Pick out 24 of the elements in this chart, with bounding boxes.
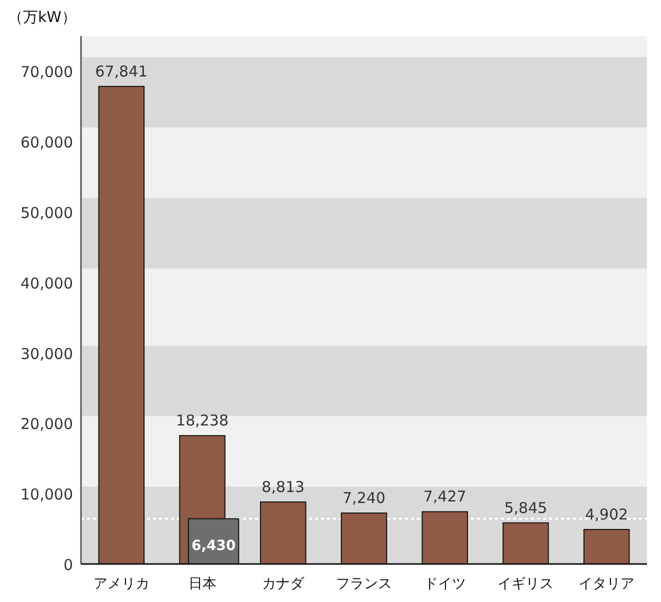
x-tick-label: カナダ [262,576,306,592]
data-label: 18,238 [176,412,229,430]
y-tick-label: 10,000 [20,486,73,504]
y-tick-label: 50,000 [20,204,73,222]
data-label: 6,430 [191,538,236,554]
x-tick-label: イギリス [498,576,554,592]
data-label: 5,845 [504,498,548,517]
y-tick-label: 40,000 [20,274,73,292]
y-tick-label: 60,000 [20,134,73,152]
y-tick-label: 30,000 [20,344,73,363]
x-tick-label: 日本 [188,576,216,592]
y-tick-label: 0 [63,556,73,574]
x-tick-label: ドイツ [424,576,466,592]
data-label: 7,240 [342,489,386,508]
data-label: 67,841 [95,62,148,80]
data-label: 4,902 [585,505,628,524]
x-tick-label: イタリア [578,576,635,592]
y-axis-title: （万kW） [8,8,77,26]
y-tick-label: 70,000 [20,63,73,82]
x-tick-label: フランス [336,576,392,592]
data-label: 7,427 [423,488,466,506]
x-tick-label: アメリカ [93,576,150,592]
data-label: 8,813 [262,478,305,496]
y-tick-label: 20,000 [20,415,73,434]
